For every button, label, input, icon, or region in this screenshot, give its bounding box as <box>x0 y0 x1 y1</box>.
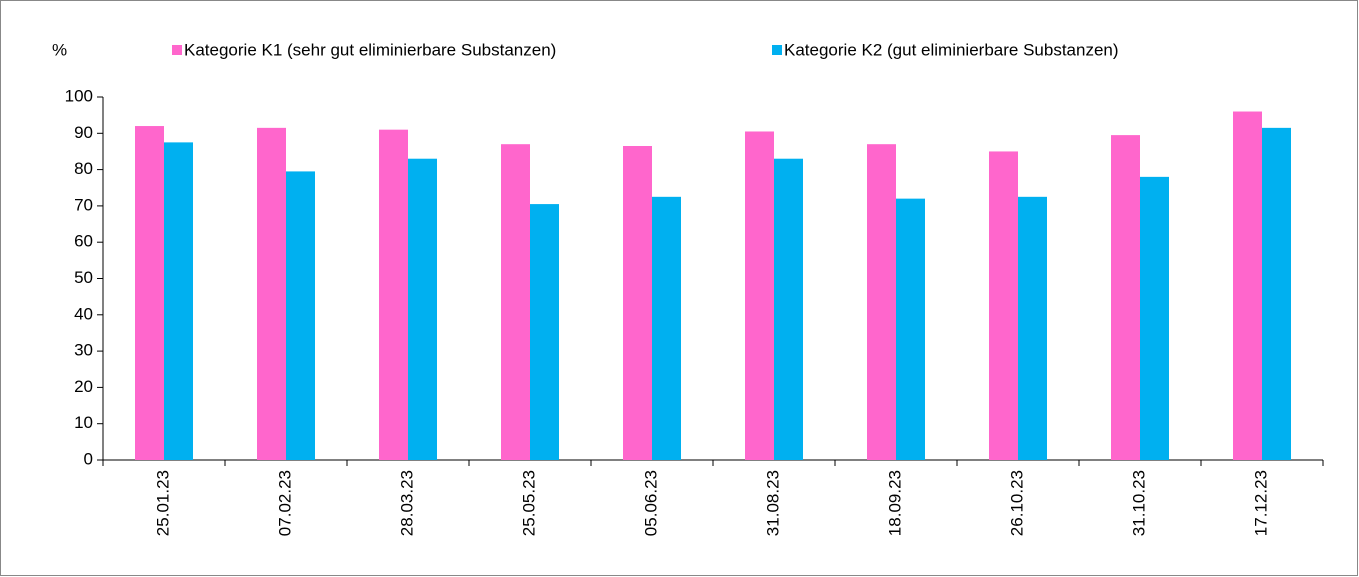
x-tick-label: 18.09.23 <box>885 470 904 536</box>
y-tick-label: 100 <box>65 86 93 105</box>
bar <box>867 144 896 460</box>
bar <box>623 146 652 460</box>
legend-label: Kategorie K1 (sehr gut eliminierbare Sub… <box>184 40 556 59</box>
bar <box>989 151 1018 460</box>
y-tick-label: 40 <box>74 304 93 323</box>
y-tick-label: 70 <box>74 195 93 214</box>
y-tick-label: 60 <box>74 232 93 251</box>
y-tick-label: 30 <box>74 341 93 360</box>
x-tick-label: 07.02.23 <box>275 470 294 536</box>
bar <box>501 144 530 460</box>
bar <box>135 126 164 460</box>
bar <box>774 158 803 460</box>
y-tick-label: 50 <box>74 268 93 287</box>
x-tick-label: 25.01.23 <box>153 470 172 536</box>
x-tick-label: 25.05.23 <box>519 470 538 536</box>
bar <box>379 129 408 461</box>
y-axis-label: % <box>52 40 67 59</box>
bar <box>652 196 681 460</box>
x-tick-label: 17.12.23 <box>1251 470 1270 536</box>
x-tick-label: 31.10.23 <box>1129 470 1148 536</box>
y-tick-label: 80 <box>74 159 93 178</box>
legend-swatch <box>172 45 182 55</box>
x-tick-label: 31.08.23 <box>763 470 782 536</box>
bar <box>1262 127 1291 460</box>
bar <box>164 142 193 460</box>
bar <box>530 204 559 460</box>
bar <box>1140 176 1169 461</box>
legend-swatch <box>772 45 782 55</box>
bar <box>1111 135 1140 461</box>
x-tick-label: 26.10.23 <box>1007 470 1026 536</box>
x-tick-label: 28.03.23 <box>397 470 416 536</box>
bar <box>896 198 925 460</box>
x-tick-label: 05.06.23 <box>641 470 660 536</box>
y-tick-label: 20 <box>74 377 93 396</box>
bar <box>1233 111 1262 461</box>
bar <box>257 127 286 460</box>
legend-label: Kategorie K2 (gut eliminierbare Substanz… <box>784 40 1119 59</box>
bar <box>408 158 437 460</box>
bar <box>745 131 774 461</box>
bar <box>1018 196 1047 460</box>
y-tick-label: 0 <box>84 449 93 468</box>
y-tick-label: 10 <box>74 413 93 432</box>
bar <box>286 171 315 461</box>
y-tick-label: 90 <box>74 123 93 142</box>
